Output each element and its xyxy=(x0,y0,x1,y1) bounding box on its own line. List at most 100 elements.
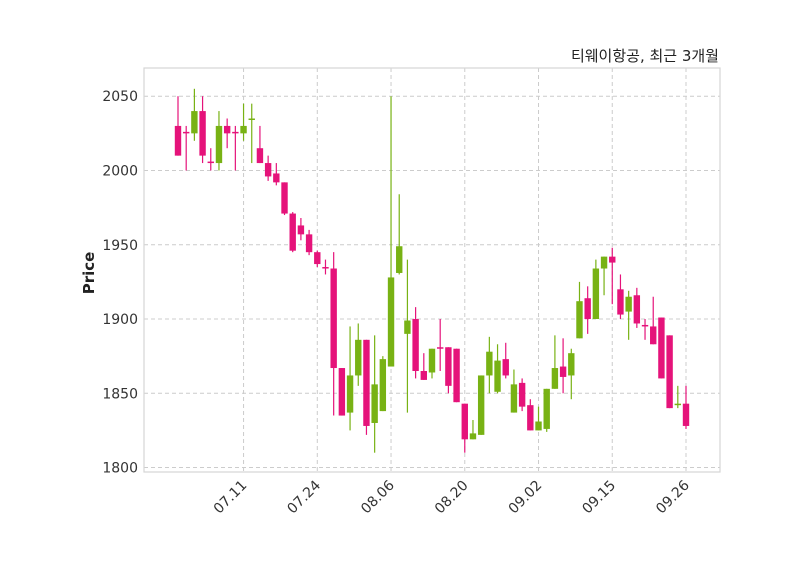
candle-body xyxy=(625,296,632,312)
candle-body xyxy=(396,246,403,273)
candle-up xyxy=(248,103,255,164)
candle-down xyxy=(650,296,657,345)
y-tick-label: 1950 xyxy=(102,238,138,254)
candle-up xyxy=(355,323,362,386)
candle-body xyxy=(527,405,534,431)
candle-body xyxy=(568,353,575,376)
candle-body xyxy=(682,403,690,426)
candle-body xyxy=(314,252,321,265)
candle-body xyxy=(445,347,452,386)
candle-down xyxy=(461,403,468,453)
candle-down xyxy=(289,212,296,253)
candle-body xyxy=(289,213,296,251)
candle-up xyxy=(346,326,354,431)
candle-body xyxy=(650,326,657,345)
candle-up xyxy=(469,420,477,440)
candle-body xyxy=(559,366,567,377)
x-tick-label: 08.20 xyxy=(432,478,472,518)
candle-up xyxy=(576,281,583,339)
candle-body xyxy=(207,161,214,164)
candle-body xyxy=(420,371,428,380)
candle-body xyxy=(232,131,239,134)
candle-body xyxy=(641,324,649,327)
candle-up xyxy=(371,335,378,453)
candle-down xyxy=(273,163,280,186)
candle-body xyxy=(609,256,616,263)
candle-body xyxy=(543,388,550,429)
x-tick-labels: 07.11 07.24 08.06 08.20 09.02 09.15 09.26 xyxy=(211,477,693,517)
y-axis-label: Price xyxy=(80,252,98,295)
chart-title: 티웨이항공, 최근 3개월 xyxy=(571,47,719,65)
candle-body xyxy=(182,131,190,134)
candle-body xyxy=(248,118,255,120)
y-tick-label: 1900 xyxy=(102,312,138,328)
candle-down xyxy=(305,229,313,256)
candle-body xyxy=(223,125,231,134)
y-tick-label: 2000 xyxy=(102,163,138,179)
candle-up xyxy=(568,348,575,400)
candle-body xyxy=(174,125,182,156)
candle-body xyxy=(215,125,223,164)
candle-body xyxy=(240,125,247,134)
candle-up xyxy=(486,336,493,394)
candle-up xyxy=(404,259,411,413)
candle-up xyxy=(543,388,550,432)
candle-body xyxy=(436,347,444,349)
candle-body xyxy=(666,335,673,409)
candle-down xyxy=(527,399,534,431)
candle-body xyxy=(199,111,206,156)
candle-body xyxy=(355,339,362,376)
candle-down xyxy=(182,125,190,171)
candle-up xyxy=(396,194,403,275)
candle-up xyxy=(535,406,542,431)
plot-background xyxy=(144,68,720,472)
candle-down xyxy=(338,368,346,416)
candle-body xyxy=(494,360,501,392)
candle-down xyxy=(584,286,591,334)
candle-body xyxy=(584,298,591,320)
candle-body xyxy=(412,319,419,371)
candle-down xyxy=(436,319,444,371)
candle-up xyxy=(494,344,501,394)
x-tick-label: 07.11 xyxy=(211,478,251,518)
y-tick-label: 1800 xyxy=(102,461,138,477)
candle-body xyxy=(486,351,493,376)
candle-down xyxy=(174,96,182,156)
candle-body xyxy=(256,148,264,164)
candle-up xyxy=(387,96,395,367)
candle-down xyxy=(617,274,624,320)
candle-down xyxy=(223,118,231,149)
candle-down xyxy=(330,252,337,416)
candle-up xyxy=(625,290,632,340)
candle-body xyxy=(518,382,526,407)
candle-down xyxy=(658,317,665,379)
candle-body xyxy=(273,173,280,183)
candle-body xyxy=(264,163,272,177)
candle-up xyxy=(215,111,223,171)
candle-down xyxy=(281,182,288,216)
candle-body xyxy=(363,339,370,426)
candle-body xyxy=(387,277,395,367)
candle-up xyxy=(600,256,608,296)
candle-body xyxy=(633,295,641,324)
candle-body xyxy=(379,359,387,412)
candle-body xyxy=(600,256,608,269)
candle-body xyxy=(322,267,329,269)
candle-up xyxy=(510,369,518,413)
candle-down xyxy=(609,247,616,305)
candle-body xyxy=(674,403,682,406)
candle-up xyxy=(379,356,387,412)
candle-down xyxy=(264,155,272,181)
candle-body xyxy=(469,433,477,440)
candle-down xyxy=(559,338,567,394)
candle-body xyxy=(346,375,354,413)
candle-body xyxy=(658,317,665,379)
y-tick-label: 2050 xyxy=(102,89,138,105)
candle-down xyxy=(297,218,305,241)
candle-down xyxy=(633,287,641,328)
candle-body xyxy=(404,320,411,334)
x-tick-label: 09.15 xyxy=(579,478,619,518)
candle-down xyxy=(199,96,206,164)
candle-down xyxy=(412,307,419,379)
